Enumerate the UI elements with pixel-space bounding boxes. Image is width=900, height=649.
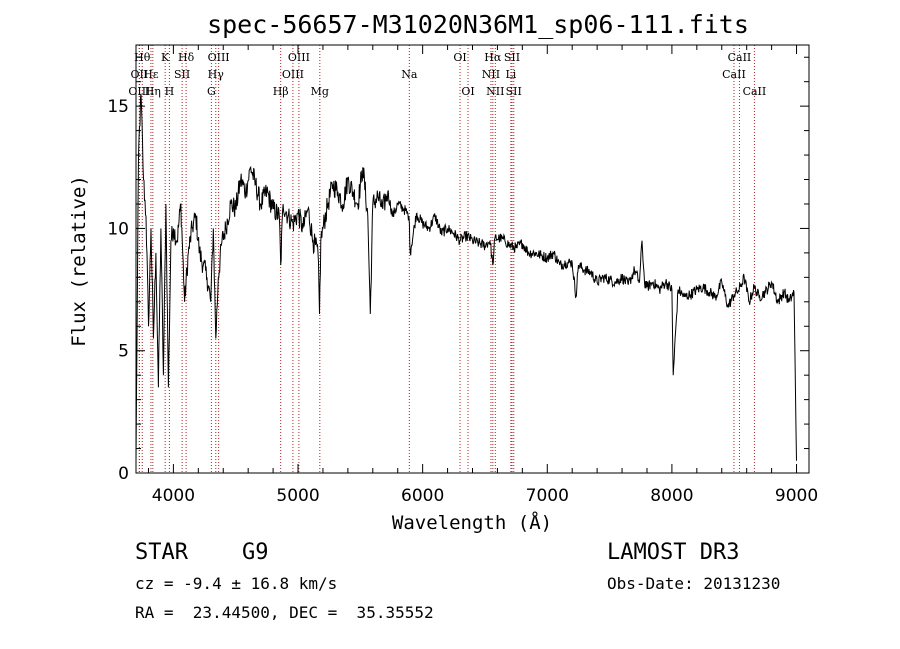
- line-label-4: OIII: [288, 51, 310, 64]
- y-tick-label: 5: [118, 342, 129, 362]
- line-label-16: Li: [505, 68, 516, 81]
- x-tick-label: 8000: [650, 486, 693, 506]
- y-axis-ticks: 0 5 10 15: [107, 56, 809, 484]
- line-label-27: CaII: [743, 85, 767, 98]
- line-label-2: Hδ: [178, 51, 195, 64]
- plot-frame: [135, 44, 810, 474]
- line-label-7: SII: [504, 51, 520, 64]
- y-tick-label: 15: [107, 97, 129, 117]
- y-axis-label: Flux (relative): [68, 175, 90, 347]
- chart-title: spec-56657-M31020N36M1_sp06-111.fits: [207, 10, 749, 39]
- line-label-13: OIII: [282, 68, 304, 81]
- line-label-8: CaII: [728, 51, 752, 64]
- y-tick-label: 10: [107, 219, 129, 239]
- x-axis-ticks: 4000 5000 6000 7000 8000 9000: [147, 45, 818, 506]
- line-label-10: Hε: [143, 68, 159, 81]
- line-label-18: OIII: [128, 85, 150, 98]
- line-label-24: OI: [461, 85, 474, 98]
- survey-name: LAMOST DR3: [607, 540, 740, 565]
- line-label-19: Hη: [145, 85, 161, 98]
- object-subclass: G9: [242, 540, 269, 565]
- x-tick-label: 4000: [152, 486, 195, 506]
- line-label-9: OII: [131, 68, 149, 81]
- line-label-5: OI: [453, 51, 466, 64]
- x-tick-label: 6000: [401, 486, 444, 506]
- line-label-11: SII: [174, 68, 190, 81]
- line-label-21: G: [207, 85, 216, 98]
- line-label-3: OIII: [208, 51, 230, 64]
- line-label-20: H: [165, 85, 175, 98]
- line-label-15: NII: [482, 68, 500, 81]
- spectral-line-markers: [138, 45, 755, 473]
- y-tick-label: 0: [118, 464, 129, 484]
- line-label-14: Na: [401, 68, 418, 81]
- redshift-value: cz = -9.4 ± 16.8 km/s: [135, 574, 338, 593]
- x-axis-label: Wavelength (Å): [392, 511, 552, 534]
- spectrum-line: [135, 93, 797, 461]
- x-tick-label: 9000: [775, 486, 818, 506]
- x-tick-label: 7000: [526, 486, 569, 506]
- line-label-22: Hβ: [273, 85, 289, 98]
- line-label-12: Hγ: [208, 68, 225, 81]
- line-label-26: SII: [506, 85, 522, 98]
- line-label-23: Mg: [311, 85, 329, 98]
- obs-date: Obs-Date: 20131230: [607, 574, 781, 593]
- line-label-0: Hθ: [134, 51, 151, 64]
- line-label-1: K: [161, 51, 170, 64]
- line-label-17: CaII: [722, 68, 746, 81]
- line-label-25: NII: [486, 85, 504, 98]
- x-tick-label: 5000: [276, 486, 319, 506]
- coordinates: RA = 23.44500, DEC = 35.35552: [135, 603, 434, 622]
- line-label-6: Hα: [484, 51, 502, 64]
- object-class: STAR: [135, 540, 188, 565]
